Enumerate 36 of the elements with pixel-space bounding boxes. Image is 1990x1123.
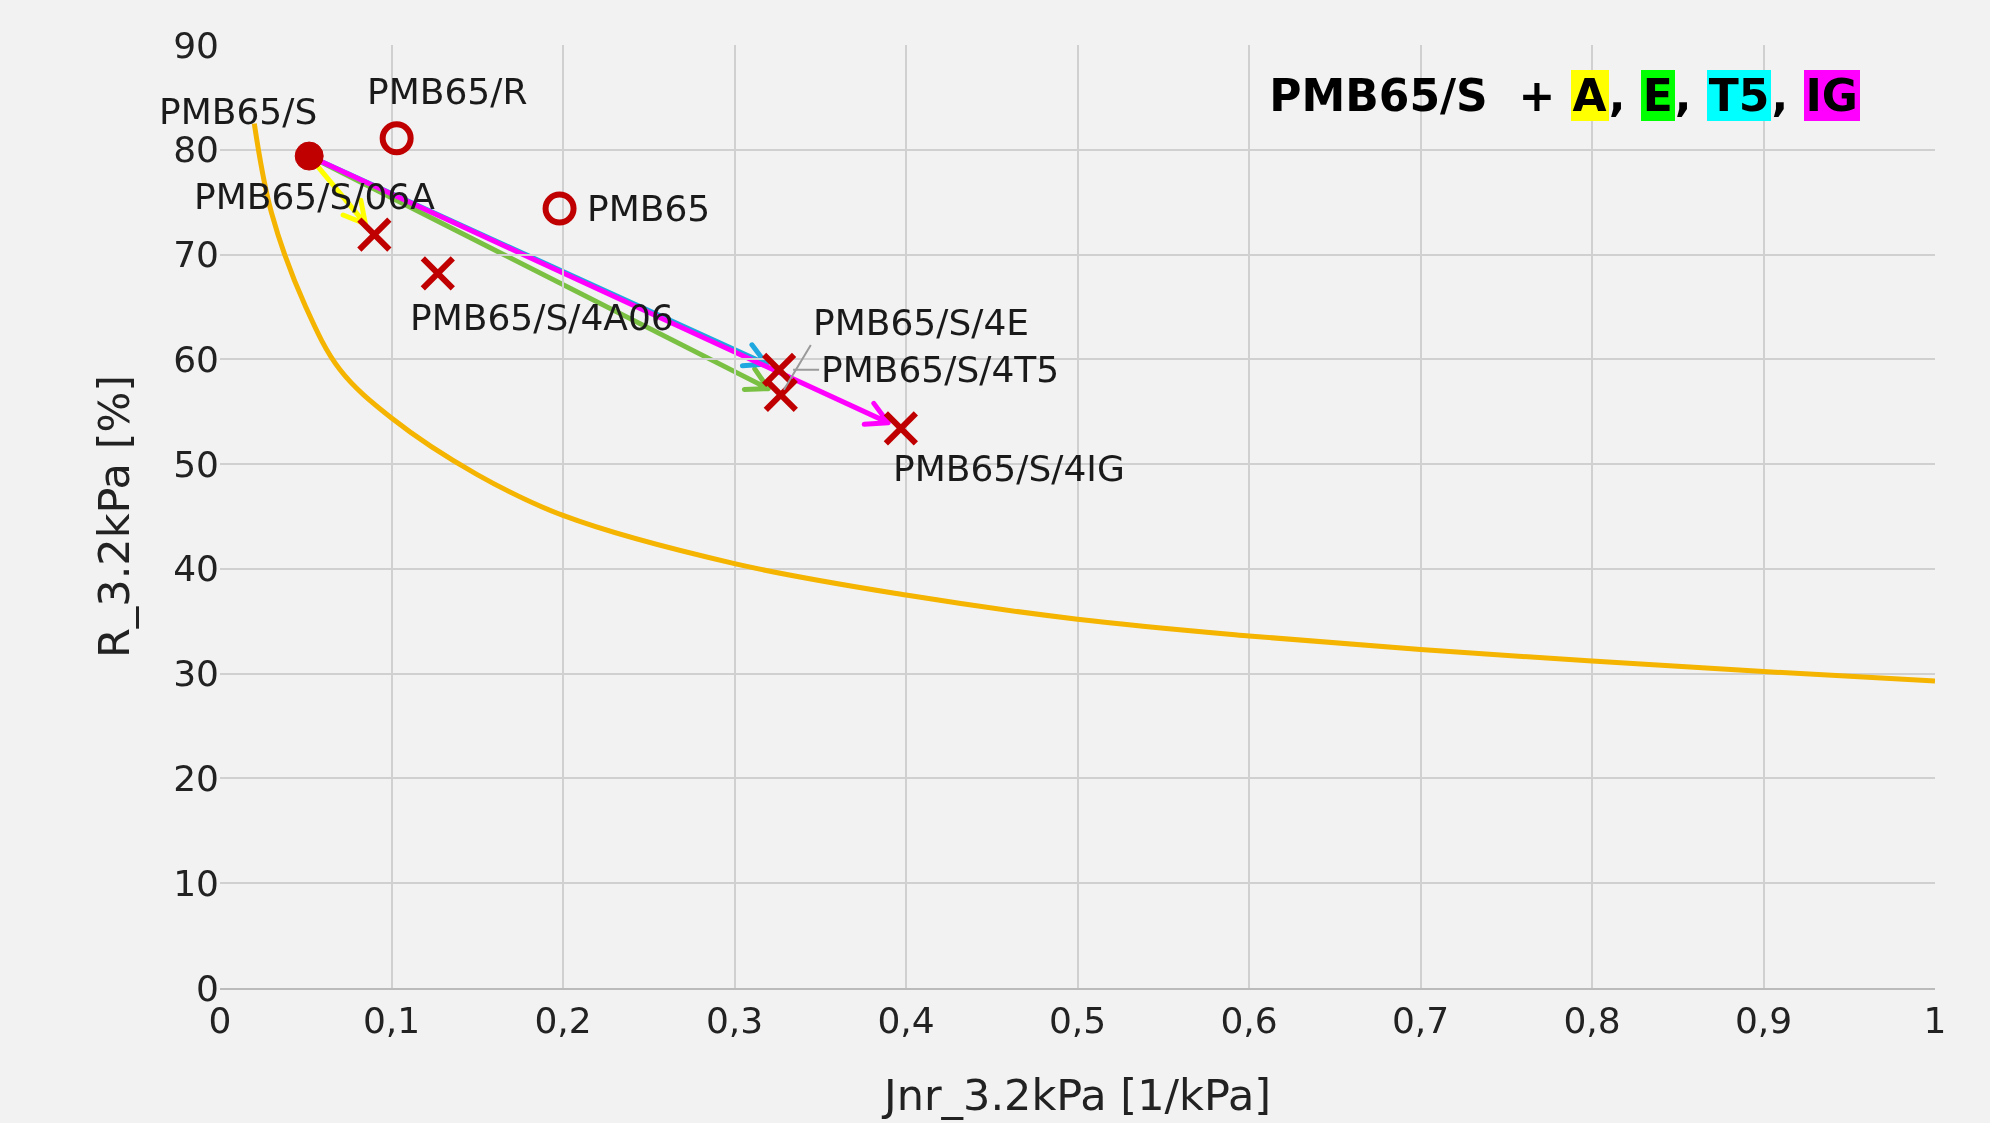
y-tick-label: 10: [173, 862, 219, 904]
y-tick-label: 30: [173, 653, 219, 695]
y-tick-label: 60: [173, 338, 219, 380]
series-label: PMB65/S: [159, 91, 318, 132]
series-label: PMB65/S/4IG: [893, 448, 1125, 489]
point: [379, 121, 414, 156]
point: [882, 410, 919, 447]
y-axis-title: R_3.2kPa [%]: [88, 374, 139, 659]
y-tick-label: 40: [173, 548, 219, 590]
point: [761, 351, 798, 388]
annotation: PMB65/S + A, E, T5, IG: [1269, 70, 1859, 121]
x-tick-label: 0,5: [1048, 1000, 1107, 1042]
y-tick-label: 20: [173, 758, 219, 800]
point: [762, 376, 799, 413]
point: [419, 255, 456, 292]
y-tick-label: 90: [173, 24, 219, 66]
y-tick-label: 80: [173, 129, 219, 171]
series-label: PMB65: [587, 188, 711, 229]
series-label: PMB65/S/4E: [813, 302, 1030, 343]
x-tick-label: 0,4: [877, 1000, 935, 1042]
y-tick-label: 70: [173, 234, 219, 276]
y-tick-label: 50: [173, 443, 219, 485]
x-axis-title: Jnr_3.2kPa [1/kPa]: [880, 1070, 1272, 1121]
series-label: PMB65/S/4T5: [821, 349, 1060, 390]
x-tick-label: 0,1: [362, 1000, 421, 1042]
point: [356, 216, 393, 253]
x-tick-label: 0,6: [1220, 1000, 1278, 1042]
point: [294, 141, 324, 171]
x-tick-label: 0,7: [1391, 1000, 1450, 1042]
x-tick-label: 0,9: [1734, 1000, 1793, 1042]
series-label: PMB65/R: [367, 71, 528, 112]
x-tick-label: 0,3: [705, 1000, 764, 1042]
point: [542, 191, 577, 226]
x-tick-label: 0,2: [534, 1000, 592, 1042]
x-tick-label: 0,8: [1563, 1000, 1621, 1042]
x-tick-label: 1: [1923, 1000, 1947, 1042]
